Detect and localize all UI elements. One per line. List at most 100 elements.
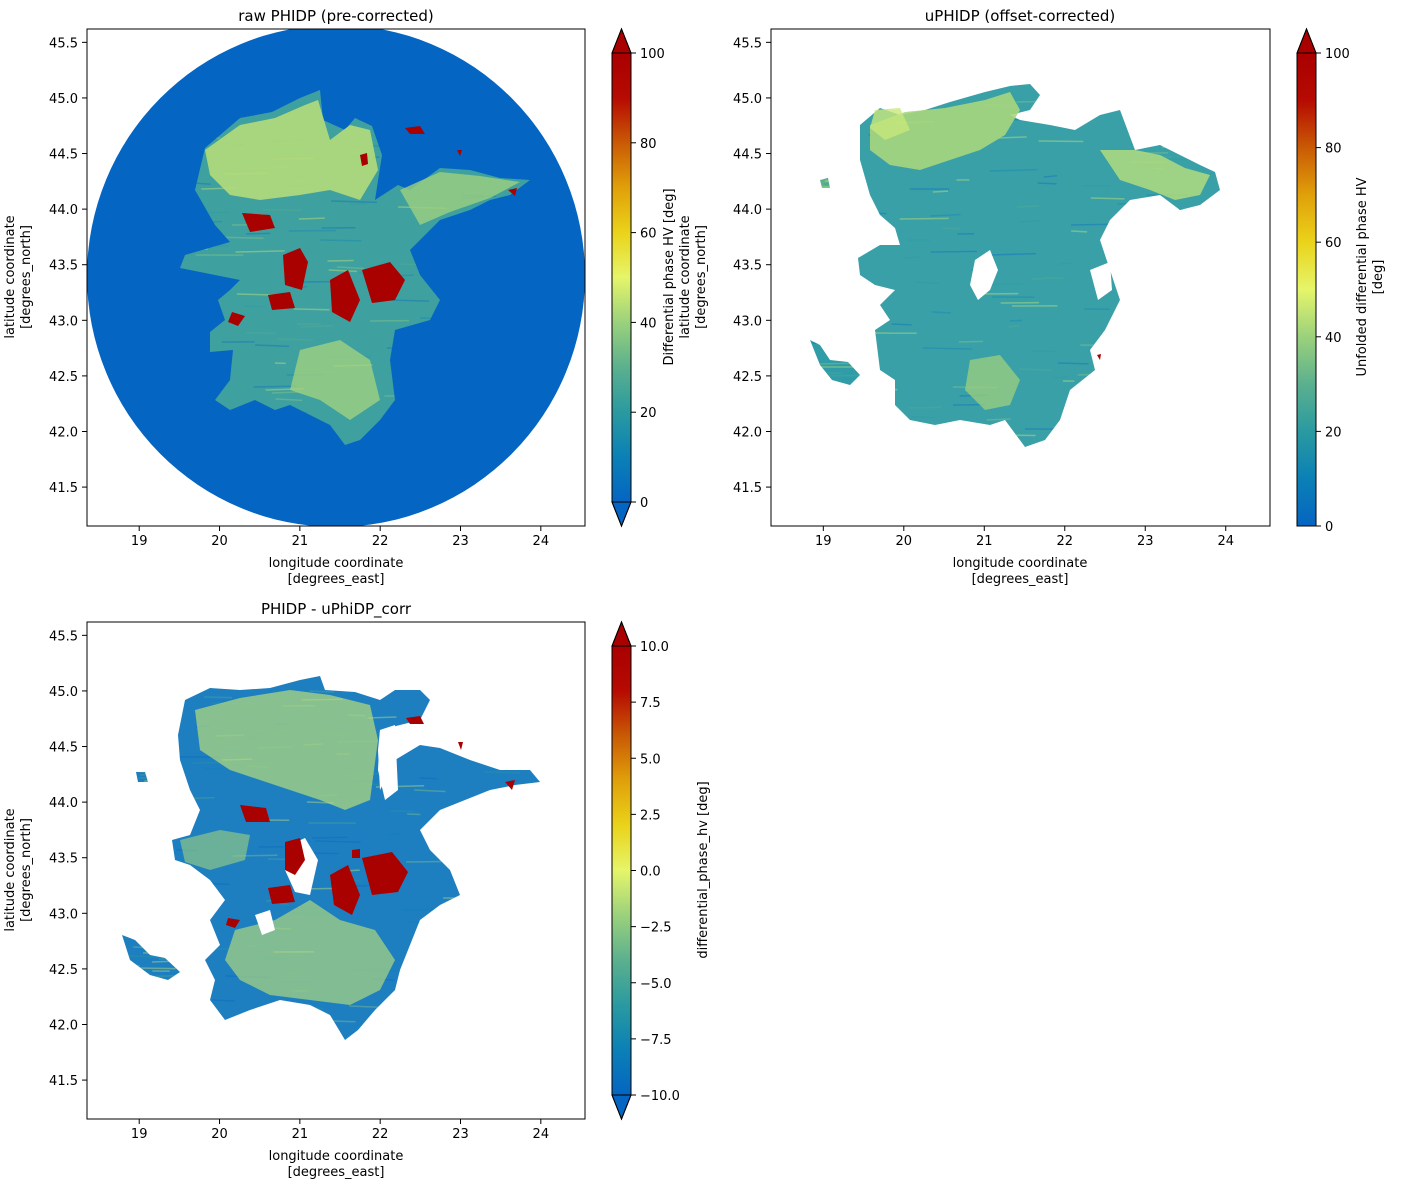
plot-frame: [86, 621, 586, 1120]
x-axis-label: longitude coordinate [degrees_east]: [953, 556, 1088, 587]
plot-area: [771, 29, 1270, 526]
y-tick-label: 45.0: [49, 685, 78, 700]
panel-title: raw PHIDP (pre-corrected): [238, 7, 433, 25]
clutter-patches: [228, 126, 517, 326]
colorbar-tick-label: −7.5: [640, 1033, 672, 1048]
colorbar-tick-label: 40: [1325, 331, 1342, 346]
colorbar-tick-label: 0: [640, 496, 648, 511]
echo-high-region: [1100, 150, 1210, 200]
x-tick-label: 21: [292, 534, 309, 549]
y-tick-label: 43.0: [49, 907, 78, 922]
y-tick-label: 42.5: [49, 370, 78, 385]
colorbar-tick-label: 100: [640, 47, 665, 62]
colorbar-tick-label: 0: [1325, 520, 1333, 535]
x-tick-label: 22: [372, 1127, 389, 1142]
y-axis-label: latitude coordinate[degrees_north]: [3, 215, 34, 338]
x-tick-label: 23: [452, 1127, 469, 1142]
clutter-patches: [1097, 354, 1101, 360]
colorbar-extend-max: [1296, 27, 1317, 54]
x-axis: 19 20 21 22 23 24: [131, 526, 549, 549]
y-tick-label: 45.5: [733, 36, 762, 51]
y-axis-label: latitude coordinate[degrees_north]: [3, 808, 34, 931]
colorbar-outline: [1296, 27, 1317, 527]
plot-area: [87, 29, 585, 526]
colorbar-tick-label: −5.0: [640, 977, 672, 992]
plot-frame: [86, 28, 586, 527]
x-tick-label: 21: [292, 1127, 309, 1142]
echo-texture: [821, 178, 830, 188]
x-tick-label: 22: [372, 534, 389, 549]
x-tick-label: 20: [211, 534, 228, 549]
y-tick-label: 45.5: [49, 36, 78, 51]
panel-raw-phidp: raw PHIDP (pre-corrected): [3, 7, 709, 587]
x-tick-label: 23: [452, 534, 469, 549]
echo-field: [180, 90, 530, 445]
y-tick-label: 44.0: [733, 203, 762, 218]
y-tick-label: 43.0: [733, 314, 762, 329]
x-tick-label: 19: [131, 1127, 148, 1142]
panel-uphidp: uPHIDP (offset-corrected) 19 20 21 22 23 24 4…: [733, 7, 1386, 587]
y-axis: 41.5 42.0 42.5 43.0 43.5 44.0 44.5 45.0 45.5: [733, 36, 771, 496]
colorbar-tick-label: 100: [1325, 47, 1350, 62]
colorbar-tick-label: 0.0: [640, 865, 661, 880]
echo-high-region: [290, 340, 380, 420]
x-tick-label: 20: [896, 534, 913, 549]
colorbar-gradient: [612, 53, 631, 502]
y-tick-label: 43.0: [49, 314, 78, 329]
panel-title: PHIDP - uPhiDP_corr: [261, 600, 412, 619]
echo-region: [820, 178, 830, 188]
y-tick-label: 41.5: [49, 1074, 78, 1089]
colorbar-tick-label: 20: [1325, 425, 1342, 440]
colorbar-tick-label: 80: [640, 137, 657, 152]
y-tick-label: 42.0: [49, 425, 78, 440]
y-tick-label: 42.5: [733, 370, 762, 385]
colorbar: −10.0 −7.5 −5.0 −2.5 0.0 2.5 5.0 7.5 10.0: [611, 620, 680, 1121]
x-tick-label: 20: [211, 1127, 228, 1142]
echo-region: [136, 772, 148, 782]
y-tick-label: 43.5: [733, 259, 762, 274]
x-tick-label: 24: [1217, 534, 1234, 549]
y-tick-label: 42.5: [49, 963, 78, 978]
y-tick-label: 44.0: [49, 796, 78, 811]
y-tick-label: 45.0: [733, 92, 762, 107]
colorbar-tick-label: 5.0: [640, 752, 661, 767]
y-tick-label: 42.0: [49, 1018, 78, 1033]
colorbar-label: differential_phase_hv [deg]: [696, 781, 711, 958]
y-tick-label: 44.5: [49, 741, 78, 756]
colorbar-tick-label: 7.5: [640, 696, 661, 711]
echo-high-region: [965, 355, 1020, 410]
y-tick-label: 44.5: [49, 148, 78, 163]
colorbar-tick-label: 60: [640, 227, 657, 242]
echo-high-region: [870, 108, 910, 140]
colorbar-extend-max: [611, 620, 632, 647]
plot-frame: [770, 28, 1271, 527]
colorbar-tick-label: −10.0: [640, 1089, 680, 1104]
colorbar-tick-label: 60: [1325, 236, 1342, 251]
echo-high-region: [205, 100, 378, 200]
y-tick-label: 45.0: [49, 92, 78, 107]
y-tick-label: 43.5: [49, 852, 78, 867]
echo-gap: [1090, 262, 1112, 300]
x-axis-label: longitude coordinate [degrees_east]: [269, 556, 404, 587]
colorbar-extend-max: [611, 27, 632, 54]
x-tick-label: 19: [131, 534, 148, 549]
panel-phidp-difference: PHIDP - uPhiDP_corr: [3, 600, 711, 1180]
y-tick-label: 44.0: [49, 203, 78, 218]
colorbar-extend-min: [611, 501, 632, 528]
colorbar-gradient: [612, 646, 631, 1095]
y-axis: 41.5 42.0 42.5 43.0 43.5 44.0 44.5 45.0 45.5: [49, 629, 87, 1089]
colorbar-tick-label: −2.5: [640, 921, 672, 936]
y-tick-label: 45.5: [49, 629, 78, 644]
echo-region: [122, 935, 180, 980]
colorbar-tick-label: 40: [640, 316, 657, 331]
x-axis: 19 20 21 22 23 24: [815, 526, 1234, 549]
colorbar-label: Unfolded differential phase HV[deg]: [1355, 177, 1386, 376]
y-tick-label: 42.0: [733, 425, 762, 440]
echo-high-region: [400, 172, 520, 225]
y-tick-label: 43.5: [49, 259, 78, 274]
colorbar-tick-label: 2.5: [640, 808, 661, 823]
x-tick-label: 24: [533, 1127, 550, 1142]
x-tick-label: 21: [976, 534, 993, 549]
x-tick-label: 22: [1056, 534, 1073, 549]
